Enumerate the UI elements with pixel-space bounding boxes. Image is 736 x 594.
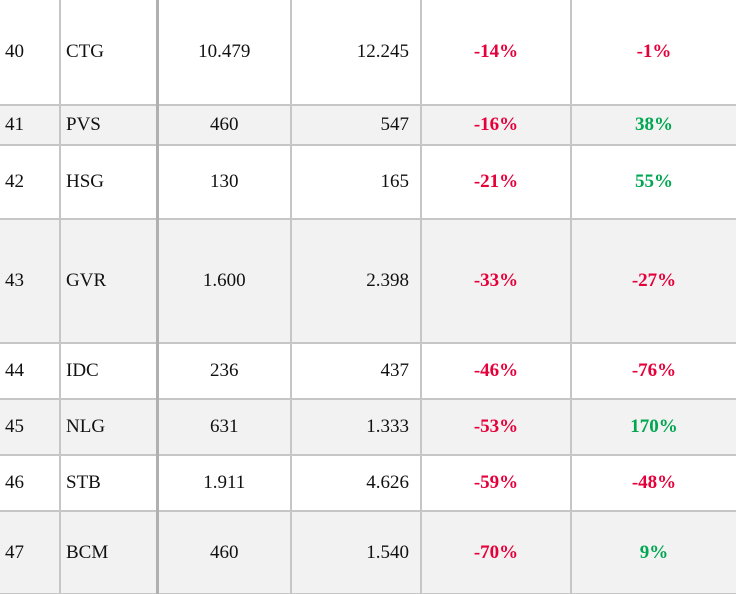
change-a-cell: -21% [421,145,572,220]
ticker-cell: HSG [60,145,159,220]
value-b-cell: 1.333 [291,399,422,456]
change-b-cell: -1% [571,0,736,106]
value-a-cell: 631 [157,399,292,456]
table-row: 46 STB 1.911 4.626 -59% -48% [0,455,736,512]
value-a-cell: 236 [157,343,292,400]
ticker-cell: BCM [60,511,159,594]
rank-cell: 43 [0,219,61,344]
ticker-cell: IDC [60,343,159,400]
rank-cell: 42 [0,145,61,220]
table-row: 43 GVR 1.600 2.398 -33% -27% [0,219,736,344]
value-b-cell: 4.626 [291,455,422,512]
value-a-cell: 130 [157,145,292,220]
change-a-cell: -14% [421,0,572,106]
table-row: 45 NLG 631 1.333 -53% 170% [0,399,736,456]
change-b-cell: -48% [571,455,736,512]
table-row: 42 HSG 130 165 -21% 55% [0,145,736,220]
value-b-cell: 165 [291,145,422,220]
change-b-cell: -27% [571,219,736,344]
change-a-cell: -33% [421,219,572,344]
value-b-cell: 437 [291,343,422,400]
ticker-cell: CTG [60,0,159,106]
change-a-cell: -16% [421,105,572,146]
rank-cell: 46 [0,455,61,512]
ticker-cell: PVS [60,105,159,146]
value-b-cell: 2.398 [291,219,422,344]
value-b-cell: 547 [291,105,422,146]
change-b-cell: 38% [571,105,736,146]
table-row: 47 BCM 460 1.540 -70% 9% [0,511,736,594]
rank-cell: 45 [0,399,61,456]
ticker-cell: STB [60,455,159,512]
value-b-cell: 1.540 [291,511,422,594]
change-b-cell: -76% [571,343,736,400]
ticker-cell: NLG [60,399,159,456]
table-row: 41 PVS 460 547 -16% 38% [0,105,736,146]
value-a-cell: 1.911 [157,455,292,512]
change-a-cell: -53% [421,399,572,456]
value-a-cell: 10.479 [157,0,292,106]
table-row: 44 IDC 236 437 -46% -76% [0,343,736,400]
rank-cell: 47 [0,511,61,594]
value-a-cell: 460 [157,105,292,146]
value-a-cell: 460 [157,511,292,594]
change-a-cell: -59% [421,455,572,512]
change-a-cell: -70% [421,511,572,594]
value-a-cell: 1.600 [157,219,292,344]
ticker-cell: GVR [60,219,159,344]
rank-cell: 41 [0,105,61,146]
change-b-cell: 170% [571,399,736,456]
change-b-cell: 9% [571,511,736,594]
value-b-cell: 12.245 [291,0,422,106]
change-b-cell: 55% [571,145,736,220]
rank-cell: 40 [0,0,61,106]
table-row: 40 CTG 10.479 12.245 -14% -1% [0,0,736,106]
rank-cell: 44 [0,343,61,400]
change-a-cell: -46% [421,343,572,400]
